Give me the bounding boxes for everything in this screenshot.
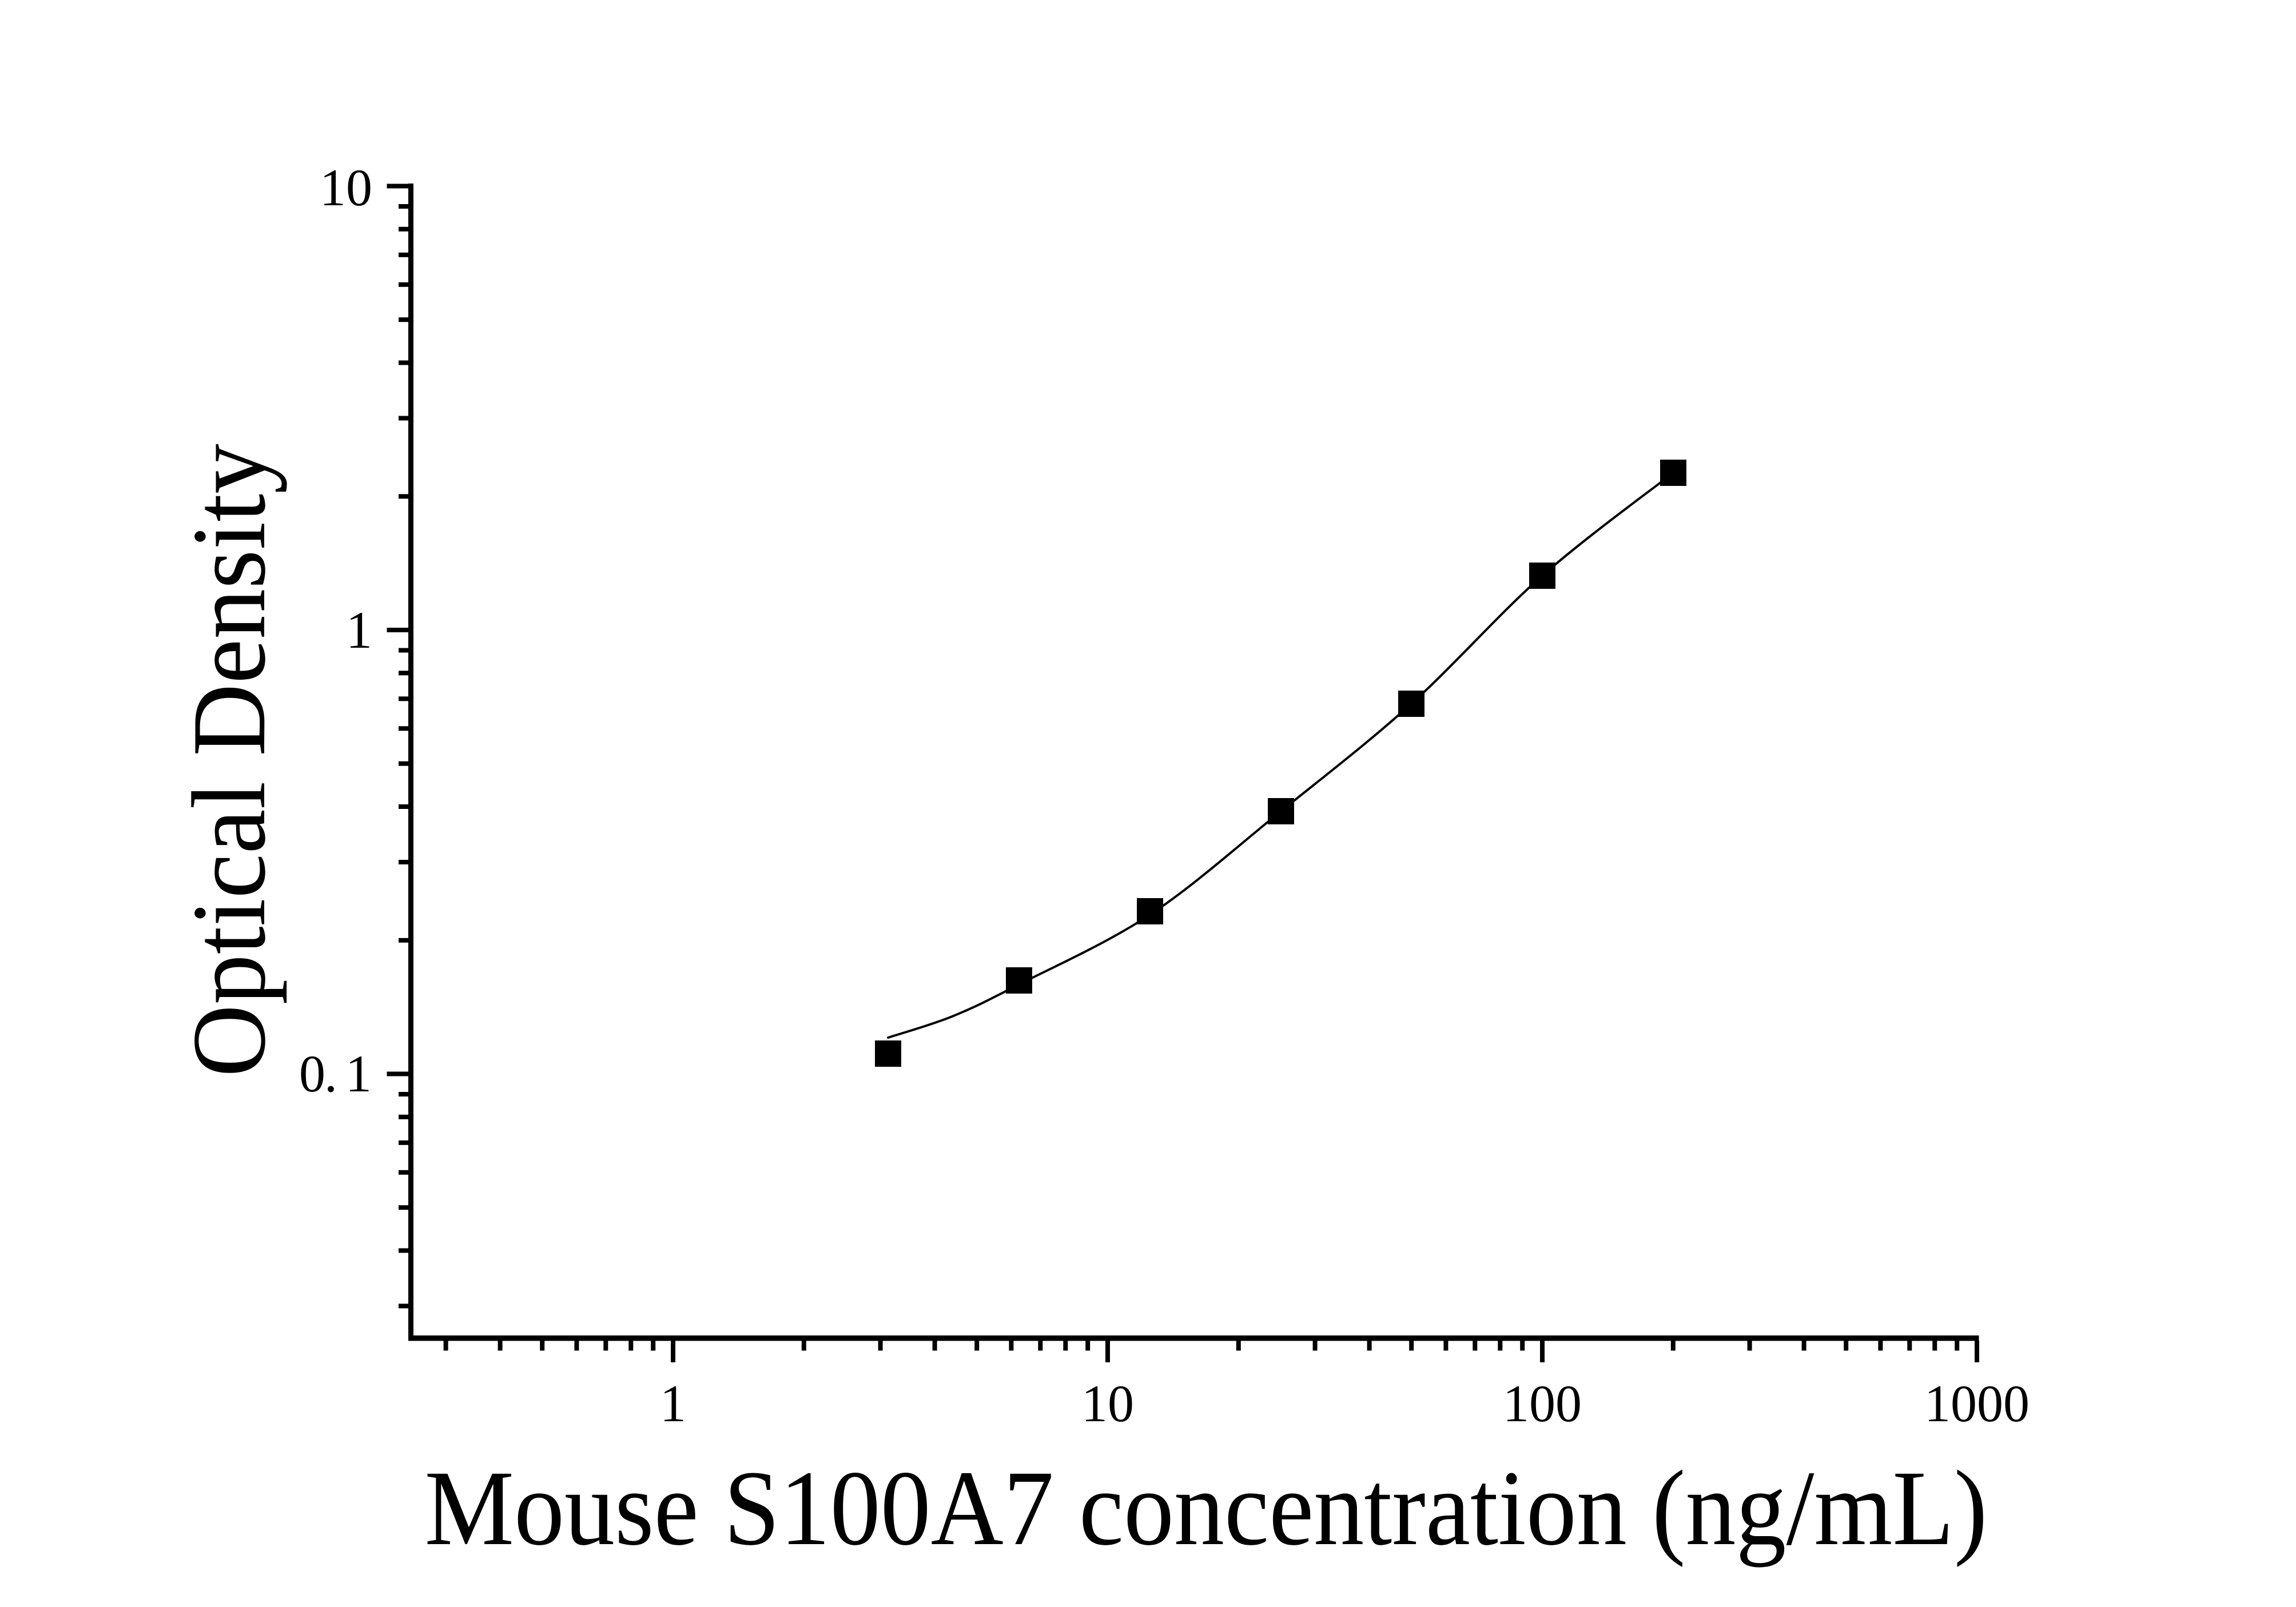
svg-text:Mouse S100A7 concentration (ng: Mouse S100A7 concentration (ng/mL) <box>425 1448 1988 1568</box>
svg-text:1: 1 <box>346 601 372 659</box>
svg-text:1: 1 <box>660 1374 686 1433</box>
svg-text:10: 10 <box>1081 1374 1134 1433</box>
svg-text:10: 10 <box>320 158 372 217</box>
svg-text:Optical Density: Optical Density <box>170 444 287 1077</box>
svg-text:0.1: 0. 1 <box>299 1044 372 1103</box>
svg-text:100: 100 <box>1503 1374 1582 1433</box>
svg-text:1000: 1000 <box>1924 1374 2030 1433</box>
